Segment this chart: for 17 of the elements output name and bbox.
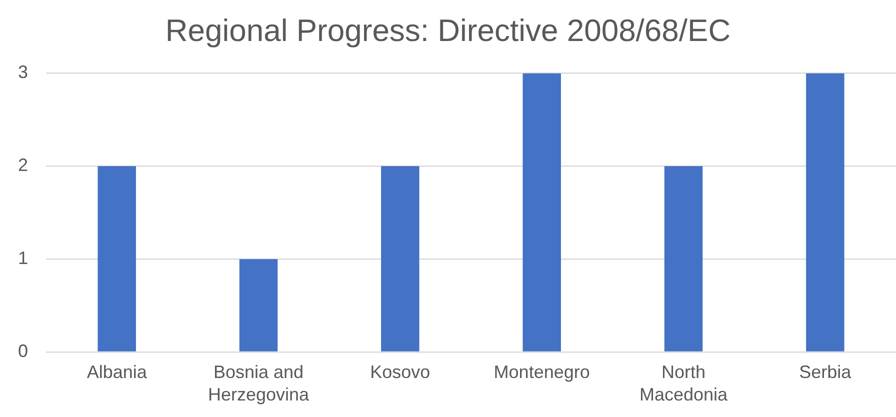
- bar: [806, 73, 844, 352]
- y-tick-label: 2: [18, 155, 28, 176]
- x-tick-label: Bosnia and Herzegovina: [208, 362, 310, 405]
- bar: [98, 166, 136, 352]
- x-tick-label: Serbia: [799, 362, 852, 382]
- y-tick-label: 1: [18, 248, 28, 268]
- y-tick-label: 0: [18, 340, 28, 361]
- x-tick-label: Kosovo: [370, 362, 430, 382]
- y-tick-label: 3: [18, 62, 28, 82]
- x-tick-label: North Macedonia: [639, 362, 729, 405]
- x-tick-label: Montenegro: [494, 362, 590, 382]
- bar: [664, 166, 703, 352]
- x-tick-label: Albania: [86, 362, 148, 382]
- bar: [239, 259, 278, 352]
- bar: [381, 166, 420, 352]
- bar: [522, 73, 561, 352]
- chart-title: Regional Progress: Directive 2008/68/EC: [165, 13, 731, 48]
